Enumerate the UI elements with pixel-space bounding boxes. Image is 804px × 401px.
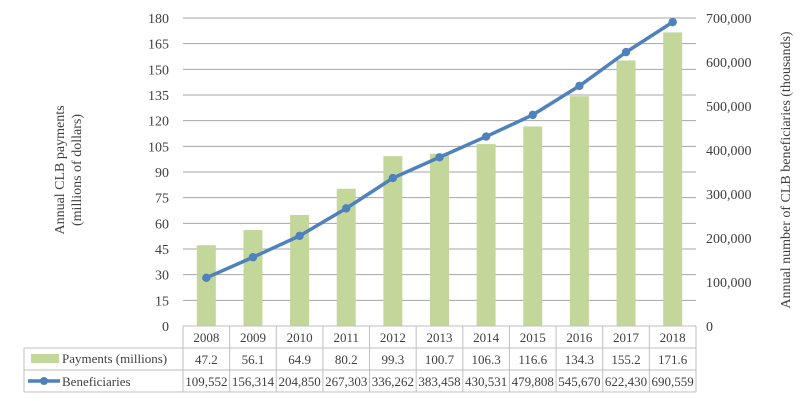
line-point [528,110,537,120]
x-tick-label: 2013 [427,330,453,345]
y2-tick-label: 700,000 [706,12,752,27]
bar [663,32,683,327]
data-label: 109,552 [185,374,227,389]
data-label: 56.1 [242,352,265,367]
x-tick-label: 2016 [566,330,593,345]
x-tick-label: 2018 [660,330,686,345]
x-tick-label: 2009 [240,330,266,345]
bar [290,214,310,326]
line-point [342,204,351,213]
data-label: 204,850 [278,374,320,389]
bar [523,126,543,327]
bar [243,230,263,326]
y2-tick-label: 100,000 [706,276,752,291]
y-tick-label: 135 [148,89,169,104]
bar [383,156,403,326]
data-label: 134.3 [565,352,594,367]
y-tick-label: 15 [155,294,169,309]
data-label: 80.2 [335,352,358,367]
y2-tick-label: 200,000 [706,232,752,247]
y2-tick-label: 500,000 [706,100,752,115]
line-point [481,132,491,141]
bar [476,144,496,326]
data-label: 690,559 [652,374,694,389]
line-point [575,81,584,91]
line-point [202,273,211,282]
y-tick-label: 75 [155,192,169,207]
data-label: 106.3 [472,352,501,367]
line-point [248,253,258,262]
data-label: 64.9 [288,352,311,367]
data-label: 100.7 [425,352,455,367]
x-tick-label: 2012 [380,330,406,345]
data-label: 622,430 [605,374,647,389]
y-axis-title: Annual CLB payments [53,105,68,234]
bar [336,188,356,326]
data-label: 171.6 [658,352,688,367]
y-tick-label: 105 [148,140,169,155]
legend-label-beneficiaries: Beneficiaries [62,374,131,389]
y-tick-label: 45 [155,243,169,258]
data-label: 47.2 [195,352,218,367]
y-tick-label: 120 [148,115,169,130]
data-label: 545,670 [558,374,600,389]
bar [196,245,216,326]
data-label: 116.6 [518,352,547,367]
bar [616,60,636,327]
data-label: 430,531 [465,374,507,389]
y-axis-title: (millions of dollars) [70,114,85,226]
line-point [295,231,304,241]
y2-tick-label: 300,000 [706,188,752,203]
x-tick-label: 2008 [193,330,219,345]
x-tick-label: 2017 [613,330,640,345]
line-point [388,173,398,183]
y2-tick-label: 400,000 [706,144,752,159]
data-label: 155.2 [611,352,640,367]
y2-tick-label: 0 [706,320,713,335]
y-tick-label: 30 [155,269,169,284]
bar [430,153,449,326]
data-label: 383,458 [418,374,460,389]
line-point [668,17,677,27]
y-tick-label: 180 [148,12,169,27]
line-point [435,153,444,162]
x-tick-label: 2010 [287,330,313,345]
y2-axis-title: Annual number of CLB beneficiaries (thou… [779,31,794,309]
data-label: 156,314 [232,374,275,389]
legend-marker-beneficiaries [40,377,48,385]
y-tick-label: 0 [162,320,169,335]
x-tick-label: 2014 [473,330,500,345]
data-label: 479,808 [512,374,554,389]
bar [569,96,589,326]
x-tick-label: 2011 [333,330,359,345]
x-tick-label: 2015 [520,330,546,345]
legend-swatch-payments [31,354,59,363]
y-tick-label: 90 [155,166,169,181]
data-label: 99.3 [381,352,404,367]
data-label: 336,262 [372,374,414,389]
line-point [621,47,631,57]
y-tick-label: 165 [148,38,169,53]
y-tick-label: 150 [148,63,169,78]
legend-label-payments: Payments (millions) [62,351,167,366]
y2-tick-label: 600,000 [706,56,752,71]
data-label: 267,303 [325,374,367,389]
y-tick-label: 60 [155,217,169,232]
